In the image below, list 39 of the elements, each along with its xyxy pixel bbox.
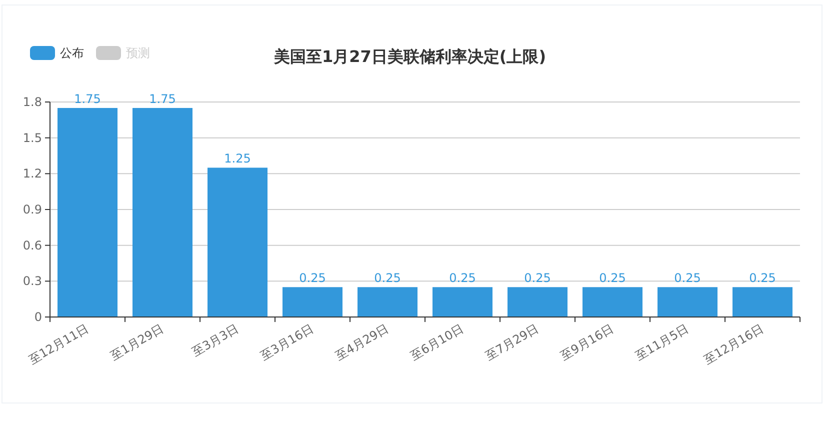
bar bbox=[508, 287, 568, 317]
x-tick-label: 至9月16日 bbox=[558, 321, 616, 364]
x-tick-label: 至7月29日 bbox=[482, 321, 541, 364]
y-tick-label: 1.2 bbox=[22, 166, 42, 181]
data-label: 0.25 bbox=[374, 271, 401, 286]
bar bbox=[58, 108, 118, 317]
y-tick-label: 0 bbox=[34, 310, 42, 324]
x-tick-label: 至3月16日 bbox=[258, 321, 316, 364]
bar bbox=[582, 287, 642, 317]
x-tick-label: 至11月5日 bbox=[632, 321, 691, 364]
x-tick-label: 至4月29日 bbox=[332, 321, 391, 364]
x-tick-label: 至1月29日 bbox=[108, 321, 166, 364]
x-tick-label: 至3月3日 bbox=[190, 321, 241, 360]
data-label: 1.25 bbox=[224, 152, 251, 166]
bar bbox=[658, 287, 718, 317]
chart-title: 美国至1月27日美联储利率决定(上限) bbox=[272, 47, 546, 66]
bar bbox=[132, 108, 192, 317]
bar bbox=[282, 287, 342, 317]
y-tick-label: 0.9 bbox=[22, 202, 42, 216]
x-tick-label: 至6月10日 bbox=[408, 321, 466, 364]
y-tick-label: 1.8 bbox=[22, 95, 42, 109]
bar bbox=[432, 287, 492, 317]
data-label: 0.25 bbox=[674, 271, 701, 286]
data-label: 0.25 bbox=[449, 271, 476, 286]
x-tick-label: 至12月11日 bbox=[26, 321, 91, 367]
legend-label: 公布 bbox=[60, 46, 84, 60]
data-label: 1.75 bbox=[74, 92, 101, 106]
bar bbox=[358, 287, 418, 317]
y-tick-label: 0.3 bbox=[22, 274, 42, 288]
data-label: 0.25 bbox=[749, 271, 776, 286]
data-label: 0.25 bbox=[599, 271, 626, 286]
bar bbox=[208, 168, 268, 317]
y-tick-label: 0.6 bbox=[22, 238, 42, 252]
data-label: 0.25 bbox=[299, 271, 326, 286]
y-tick-label: 1.5 bbox=[22, 130, 42, 145]
data-label: 0.25 bbox=[524, 271, 551, 286]
bar bbox=[732, 287, 792, 317]
data-label: 1.75 bbox=[149, 92, 176, 106]
x-tick-label: 至12月16日 bbox=[701, 321, 766, 367]
